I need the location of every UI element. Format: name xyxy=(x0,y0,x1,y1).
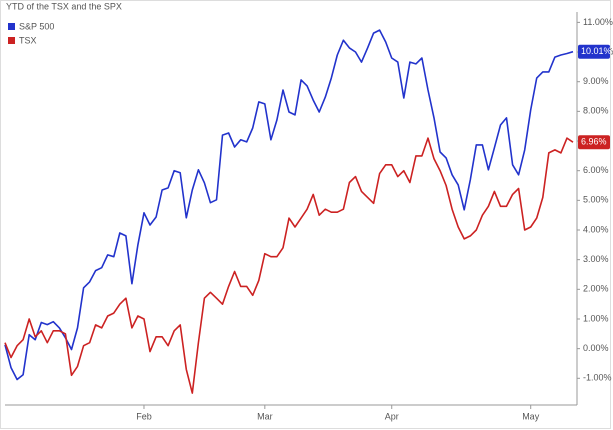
x-tick-label: May xyxy=(522,411,540,421)
legend-swatch xyxy=(8,23,15,30)
y-tick-label: -1.00% xyxy=(583,373,612,383)
y-tick-label: 4.00% xyxy=(583,224,609,234)
x-tick-label: Apr xyxy=(385,411,399,421)
chart-title: YTD of the TSX and the SPX xyxy=(6,1,122,11)
legend-label: S&P 500 xyxy=(19,21,54,31)
x-tick-label: Feb xyxy=(136,411,152,421)
end-label-box xyxy=(578,135,610,150)
y-tick-label: 6.00% xyxy=(583,165,609,175)
y-tick-label: 2.00% xyxy=(583,284,609,294)
end-label: 10.01% xyxy=(581,46,612,56)
y-tick-label: 8.00% xyxy=(583,106,609,116)
legend-swatch xyxy=(8,37,15,44)
y-tick-label: 11.00% xyxy=(583,17,613,27)
series-line xyxy=(4,137,574,394)
y-tick-label: 9.00% xyxy=(583,76,609,86)
end-label-box xyxy=(578,44,610,59)
y-tick-label: 1.00% xyxy=(583,313,609,323)
y-tick-label: 0.00% xyxy=(583,343,609,353)
legend-label: TSX xyxy=(19,35,37,45)
y-tick-label: 3.00% xyxy=(583,254,609,264)
series-line xyxy=(4,29,574,381)
x-tick-label: Mar xyxy=(257,411,273,421)
y-tick-label: 5.00% xyxy=(583,195,609,205)
end-label: 6.96% xyxy=(581,137,607,147)
